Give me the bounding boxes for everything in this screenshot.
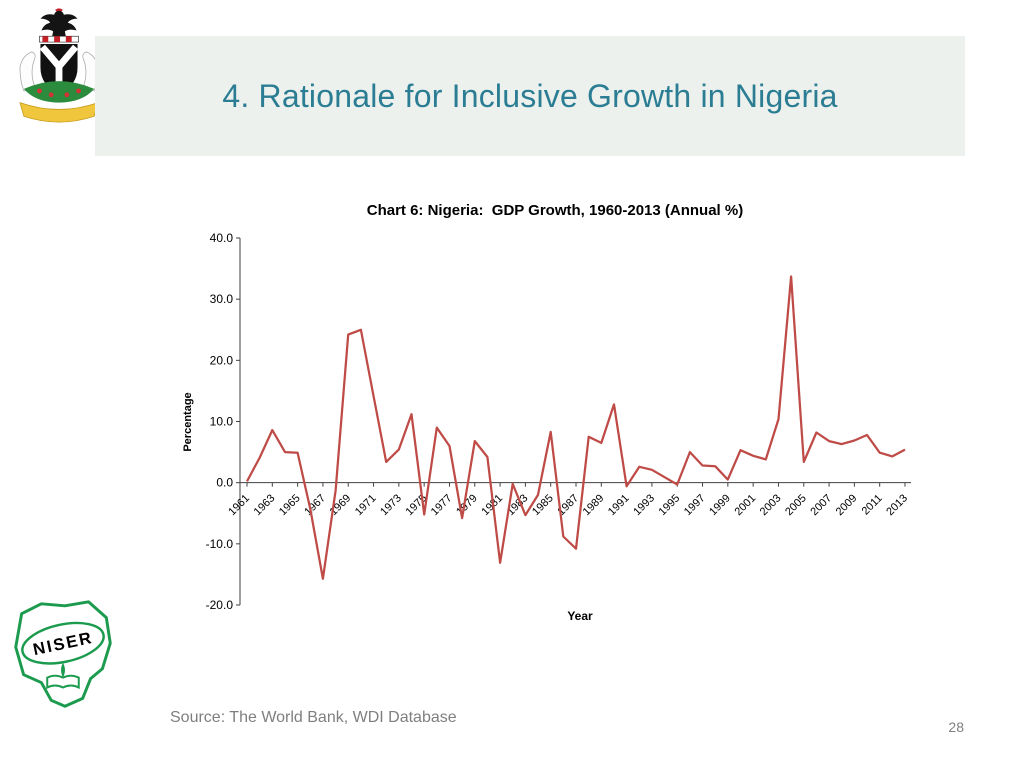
y-tick-label: -20.0 — [206, 598, 234, 612]
x-tick-label: 1991 — [606, 492, 632, 518]
x-tick-label: 1967 — [302, 492, 328, 518]
nigeria-coat-of-arms-icon — [19, 8, 99, 123]
y-tick-label: 20.0 — [210, 353, 234, 367]
x-tick-label: 1993 — [631, 492, 657, 518]
flower — [64, 92, 70, 98]
leaf-icon — [61, 662, 65, 678]
y-tick-label: 40.0 — [210, 231, 234, 245]
title-band: 4. Rationale for Inclusive Growth in Nig… — [95, 36, 965, 156]
x-tick-label: 2005 — [783, 492, 809, 518]
x-tick-label: 1989 — [581, 492, 607, 518]
x-tick-label: 1985 — [530, 492, 556, 518]
torse-stripe — [54, 36, 60, 43]
y-tick-label: 30.0 — [210, 292, 234, 306]
x-tick-label: 2011 — [860, 492, 885, 517]
mound — [23, 81, 95, 103]
y-axis-title: Percentage — [182, 392, 194, 451]
gdp-line-series — [246, 275, 906, 580]
open-book-icon — [46, 674, 80, 690]
x-axis-title: Year — [567, 609, 593, 623]
flower — [76, 88, 81, 94]
torse-stripe — [42, 36, 49, 43]
chart-title: Chart 6: Nigeria: GDP Growth, 1960-2013 … — [366, 202, 744, 219]
x-tick-label: 2013 — [884, 492, 910, 518]
x-tick-label: 1963 — [252, 492, 278, 518]
page-number: 28 — [948, 719, 964, 735]
x-tick-label: 1971 — [353, 492, 379, 518]
x-tick-label: 1977 — [429, 492, 455, 518]
x-tick-label: 1995 — [657, 492, 683, 518]
x-tick-label: 2001 — [732, 492, 758, 518]
x-tick-label: 1999 — [707, 492, 733, 518]
x-tick-label: 1973 — [378, 492, 404, 518]
x-tick-label: 1997 — [682, 492, 708, 518]
slide-title: 4. Rationale for Inclusive Growth in Nig… — [222, 77, 838, 114]
torse-stripe — [65, 36, 72, 43]
flower — [48, 92, 54, 98]
horse-supporter-left — [19, 51, 37, 92]
x-tick-label: 2007 — [808, 492, 834, 518]
flower — [37, 88, 42, 94]
banner-ribbon — [19, 101, 99, 123]
y-tick-label: 0.0 — [216, 476, 233, 490]
y-tick-label: -10.0 — [206, 537, 234, 551]
x-tick-label: 1965 — [277, 492, 303, 518]
niser-logo: NISER — [14, 600, 112, 708]
eagle-icon — [40, 10, 78, 37]
source-text: Source: The World Bank, WDI Database — [170, 709, 457, 726]
x-tick-label: 1961 — [226, 492, 252, 518]
y-tick-label: 10.0 — [210, 415, 234, 429]
x-tick-label: 2009 — [834, 492, 860, 518]
gdp-growth-line-chart: Percentage Year 40.0 30.0 20.0 10.0 0.0 -10.0… — [182, 231, 911, 623]
x-tick-label: 2003 — [758, 492, 784, 518]
niser-ellipse — [21, 621, 105, 665]
